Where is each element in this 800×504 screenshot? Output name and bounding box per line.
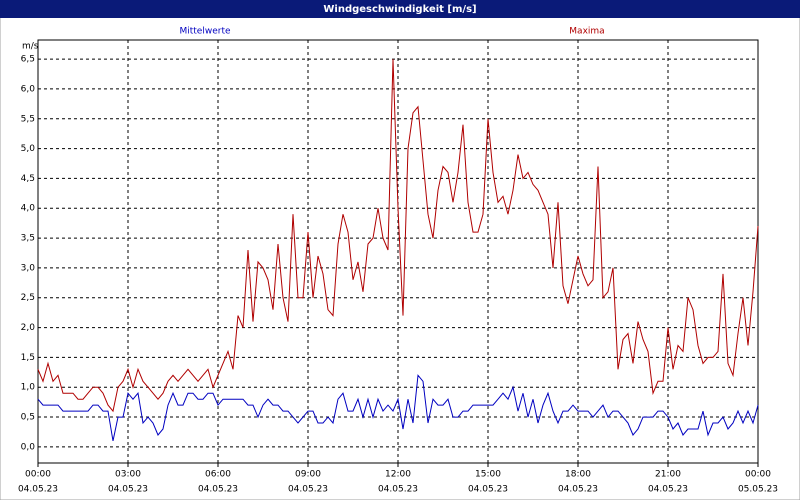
y-tick-label: 0,5 bbox=[21, 413, 35, 423]
y-tick-label: 5,5 bbox=[21, 114, 35, 124]
x-tick-label: 15:00 bbox=[475, 470, 501, 480]
y-tick-label: 3,5 bbox=[21, 234, 35, 244]
y-tick-label: 2,0 bbox=[21, 323, 36, 333]
x-tick-date: 04.05.23 bbox=[648, 485, 688, 495]
x-tick-label: 03:00 bbox=[115, 470, 141, 480]
y-tick-label: 6,0 bbox=[21, 84, 36, 94]
title-bar bbox=[0, 0, 800, 18]
x-tick-date: 04.05.23 bbox=[18, 485, 58, 495]
x-tick-date: 05.05.23 bbox=[738, 485, 778, 495]
y-tick-label: 1,5 bbox=[21, 353, 35, 363]
x-tick-date: 04.05.23 bbox=[198, 485, 238, 495]
x-tick-label: 21:00 bbox=[655, 470, 681, 480]
x-tick-label: 00:00 bbox=[25, 470, 51, 480]
y-tick-label: 6,5 bbox=[21, 55, 35, 65]
x-tick-label: 00:00 bbox=[745, 470, 771, 480]
x-tick-date: 04.05.23 bbox=[468, 485, 508, 495]
series-line bbox=[37, 59, 759, 413]
y-tick-label: 0,0 bbox=[21, 442, 36, 452]
y-unit: m/s bbox=[22, 42, 39, 52]
x-tick-label: 18:00 bbox=[565, 470, 591, 480]
x-tick-label: 09:00 bbox=[295, 470, 321, 480]
y-tick-label: 1,0 bbox=[21, 383, 36, 393]
x-tick-date: 04.05.23 bbox=[558, 485, 598, 495]
x-tick-date: 04.05.23 bbox=[108, 485, 148, 495]
chart-title: Windgeschwindigkeit [m/s] bbox=[323, 4, 476, 15]
y-tick-label: 2,5 bbox=[21, 293, 35, 303]
y-tick-label: 4,5 bbox=[21, 174, 35, 184]
x-tick-label: 12:00 bbox=[385, 470, 411, 480]
legend-label: Maxima bbox=[569, 27, 604, 37]
y-tick-label: 3,0 bbox=[21, 263, 36, 273]
x-tick-label: 06:00 bbox=[205, 470, 231, 480]
y-tick-label: 5,0 bbox=[21, 144, 36, 154]
legend-label: Mittelwerte bbox=[179, 27, 230, 37]
x-tick-date: 04.05.23 bbox=[288, 485, 328, 495]
x-tick-date: 04.05.23 bbox=[378, 485, 418, 495]
y-tick-label: 4,0 bbox=[21, 204, 36, 214]
plot-frame bbox=[37, 39, 759, 464]
series-line bbox=[37, 374, 759, 442]
